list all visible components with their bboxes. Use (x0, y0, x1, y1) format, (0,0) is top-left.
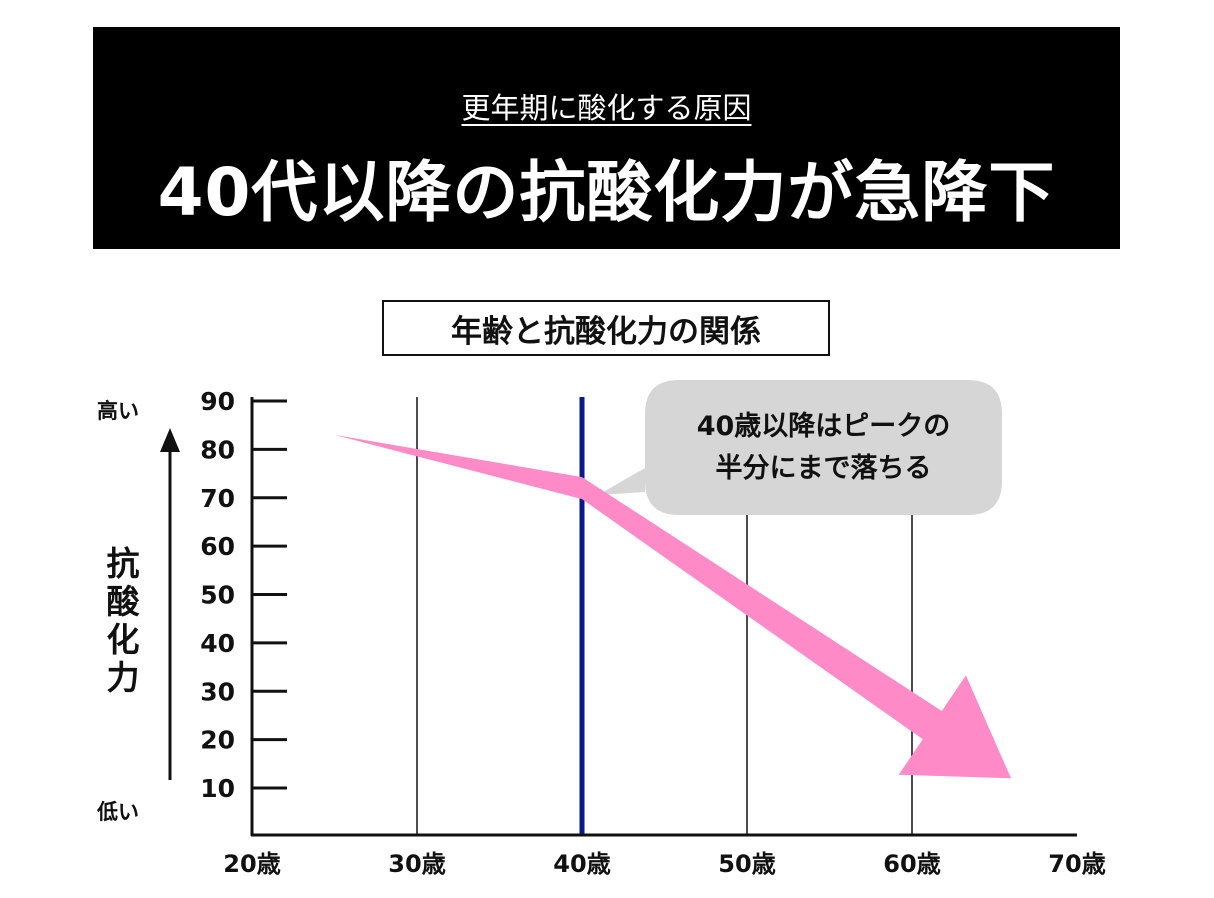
callout-line-1: 40歳以降はピークの (696, 410, 951, 442)
header-subtitle: 更年期に酸化する原因 (461, 91, 752, 125)
x-tick-label: 40歳 (553, 850, 610, 878)
y-low-label: 低い (97, 800, 139, 824)
y-tick-label: 10 (200, 774, 235, 803)
chart-title: 年齢と抗酸化力の関係 (382, 300, 830, 356)
y-tick-label: 30 (200, 677, 235, 706)
y-tick-label: 80 (200, 435, 235, 464)
x-tick-label: 30歳 (388, 850, 445, 878)
y-high-label: 高い (97, 399, 139, 423)
annotation-callout: 40歳以降はピークの 半分にまで落ちる (645, 380, 1002, 515)
y-axis-label-char: 酸 (106, 582, 140, 621)
callout-line-2: 半分にまで落ちる (715, 452, 932, 484)
trend-arrow (334, 434, 1011, 779)
x-tick-label: 20歳 (223, 850, 280, 878)
x-tick-label: 70歳 (1048, 850, 1105, 878)
y-tick-label: 90 (200, 387, 235, 416)
header-banner: 更年期に酸化する原因 40代以降の抗酸化力が急降下 (93, 27, 1120, 249)
y-tick-label: 70 (200, 484, 235, 513)
y-direction-arrow-head (160, 428, 180, 452)
y-axis-label: 抗酸化力 (103, 545, 143, 697)
y-axis-label-char: 化 (106, 620, 140, 659)
y-tick-label: 40 (200, 629, 235, 658)
x-tick-label: 60歳 (883, 850, 940, 878)
callout-bubble (598, 380, 1002, 515)
x-tick-label: 50歳 (718, 850, 775, 878)
header-title: 40代以降の抗酸化力が急降下 (157, 154, 1056, 231)
y-tick-label: 60 (200, 532, 235, 561)
y-tick-label: 50 (200, 581, 235, 610)
y-axis-label-char: 抗 (106, 544, 140, 583)
y-axis-label-char: 力 (106, 658, 140, 697)
y-tick-label: 20 (200, 726, 235, 755)
